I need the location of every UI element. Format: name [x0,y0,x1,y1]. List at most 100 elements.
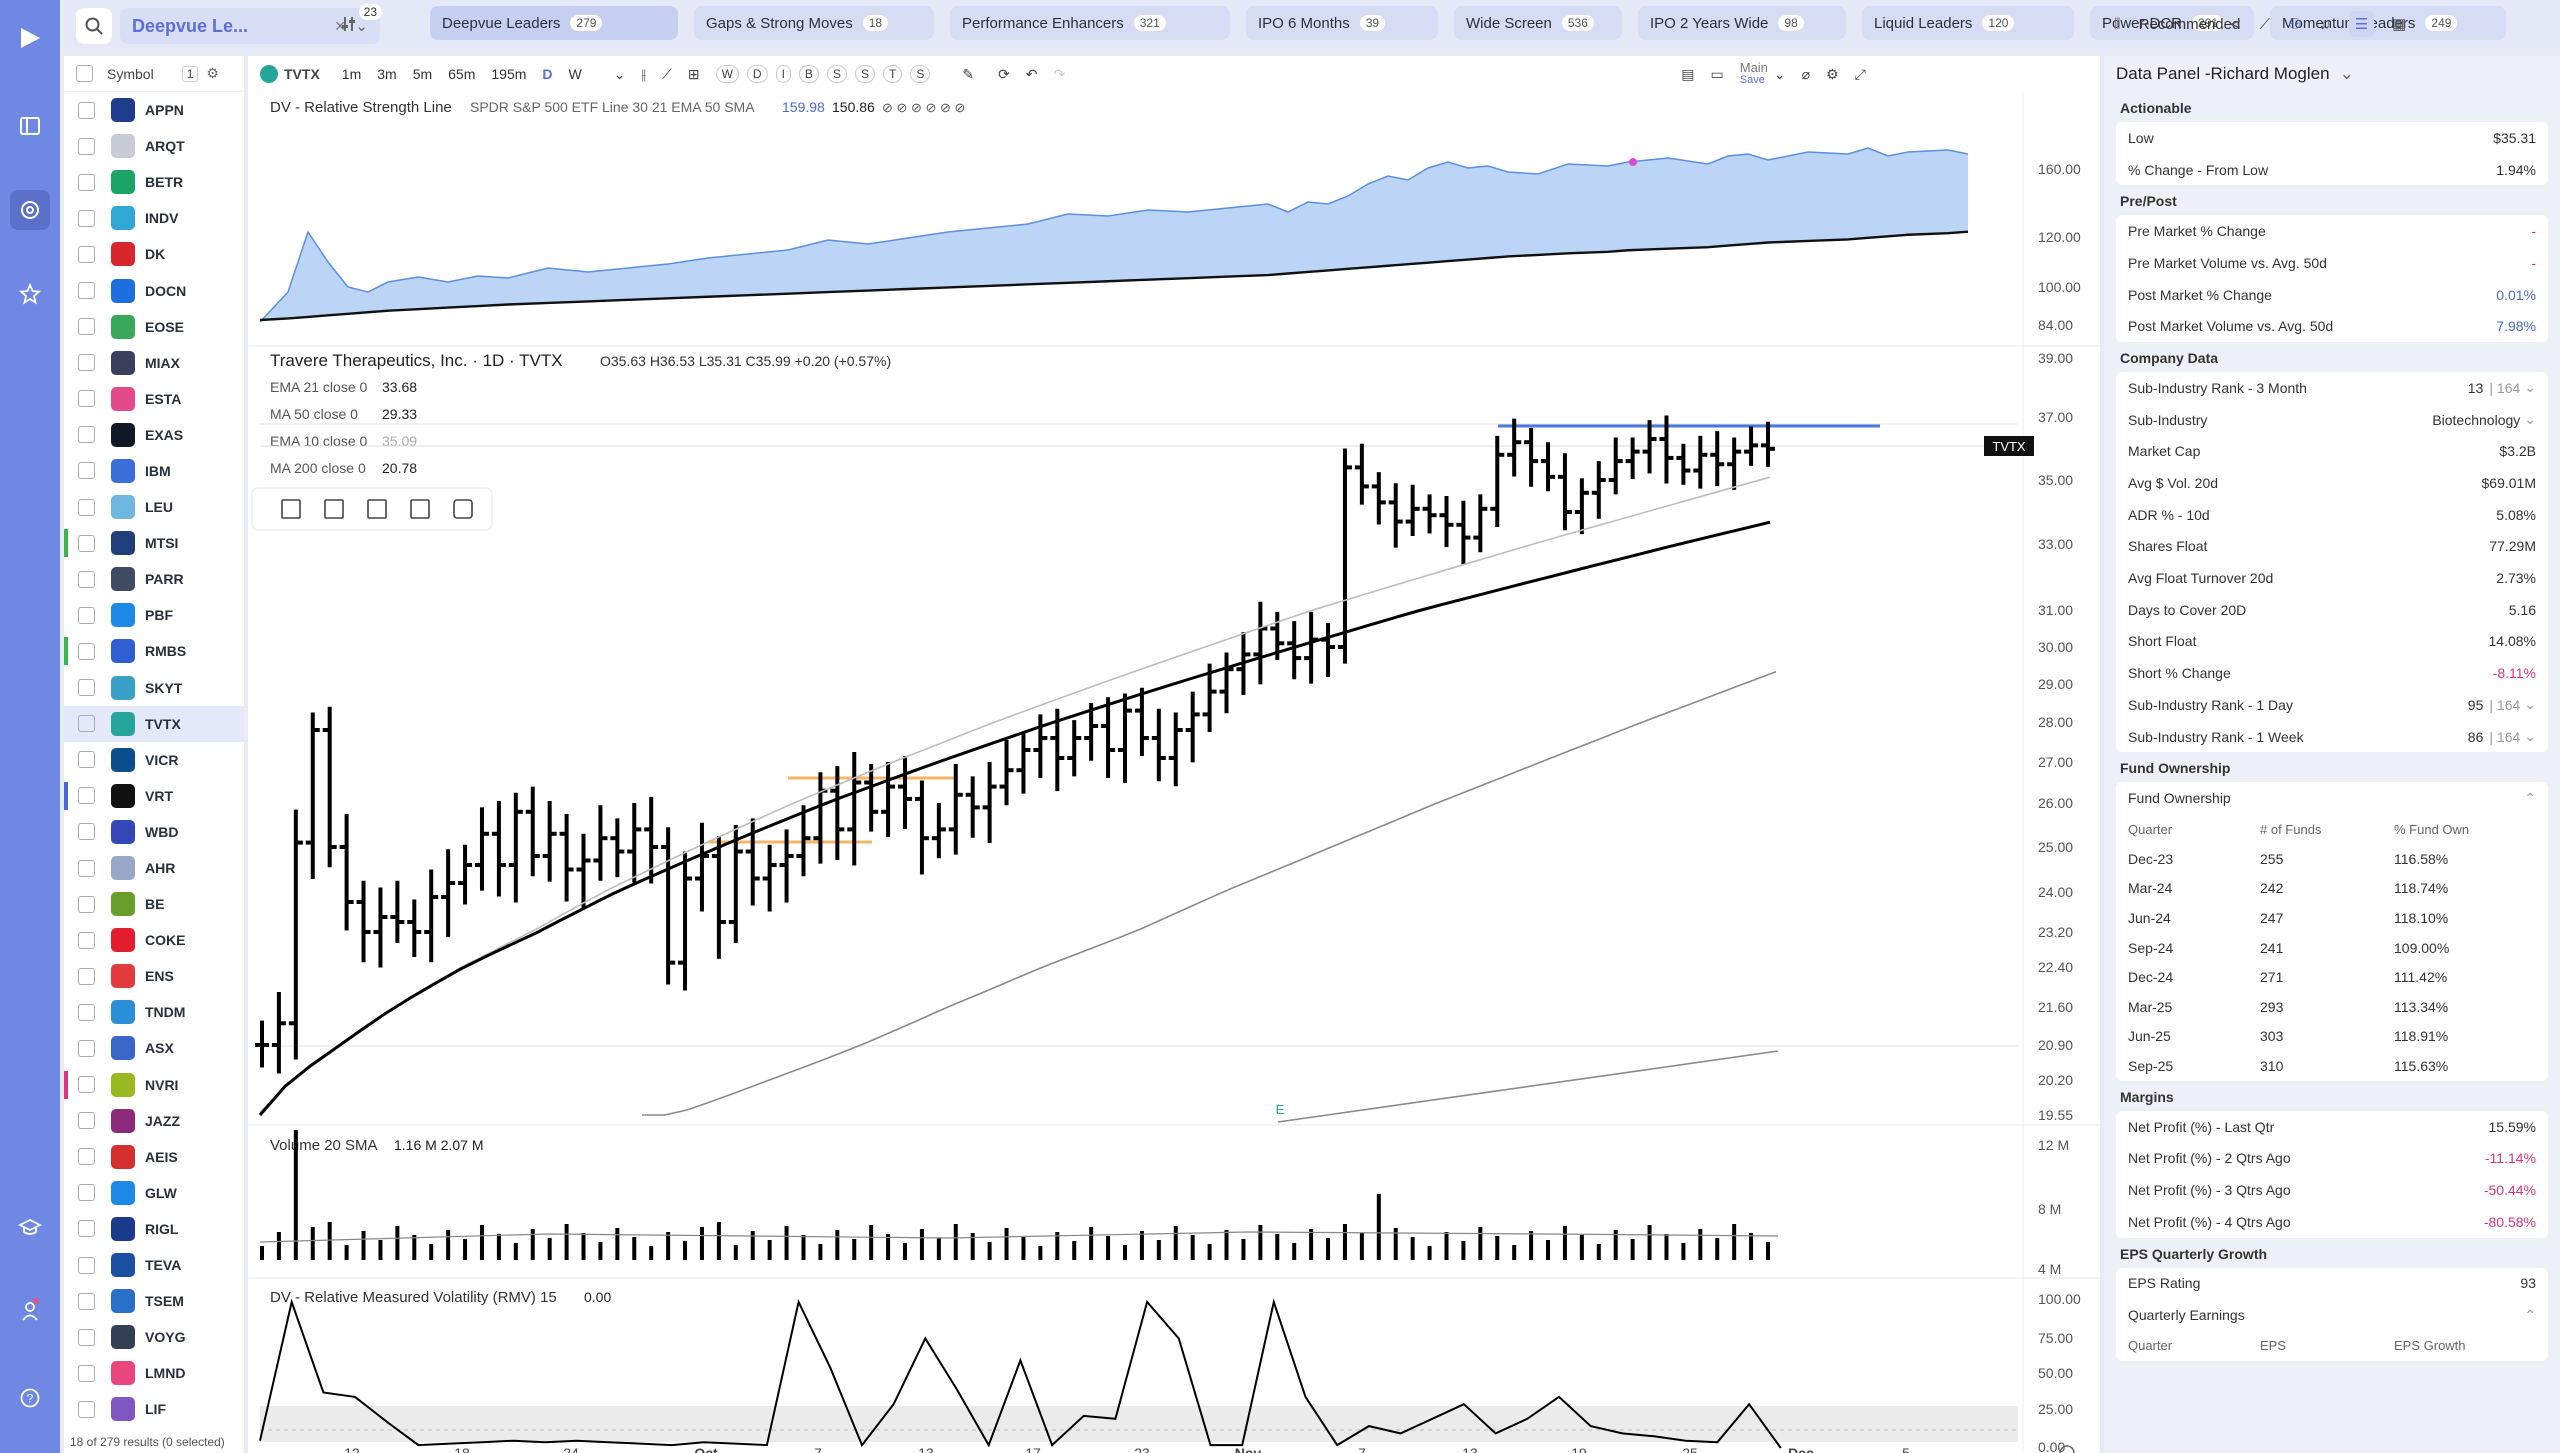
settings-icon[interactable]: ⚙ [1826,65,1839,82]
row-checkbox[interactable] [78,823,95,841]
annotation-toggle[interactable]: I [775,65,791,83]
row-checkbox[interactable] [78,498,95,516]
search-button[interactable] [76,8,112,44]
undo-icon[interactable]: ↶ [1025,65,1038,82]
row-checkbox[interactable] [78,967,95,985]
row-checkbox[interactable] [78,1220,95,1238]
chevron-down-icon[interactable]: ⌄ [2524,379,2536,396]
row-checkbox[interactable] [78,1328,95,1346]
bar-style-icon[interactable]: ⫲ [641,65,647,82]
watchlist-row[interactable]: EOSE [64,309,244,345]
note-tool-icon[interactable] [453,499,473,519]
chevron-down-icon[interactable]: ⌄ [1773,65,1786,82]
help-icon[interactable]: ? [10,1378,50,1418]
row-checkbox[interactable] [78,1292,95,1310]
row-checkbox[interactable] [78,715,95,733]
scan-tab[interactable]: IPO 6 Months 39 [1246,6,1438,40]
data-panel-header[interactable]: Data Panel -Richard Moglen ⌄ [2104,56,2560,92]
chevron-down-icon[interactable]: ⌄ [2524,728,2536,745]
row-checkbox[interactable] [78,606,95,624]
chevron-down-icon[interactable]: ⌄ [2524,696,2536,713]
row-checkbox[interactable] [78,1400,95,1418]
watchlist-row[interactable]: BETR [64,164,244,200]
grid-view-icon[interactable]: ▦ [2392,16,2407,33]
row-checkbox[interactable] [78,751,95,769]
timeframe-option[interactable]: 1m [341,66,362,82]
line-chart-icon[interactable]: ⟋ [2259,15,2270,33]
scan-tab[interactable]: Wide Screen 536 [1454,6,1622,40]
row-checkbox[interactable] [78,462,95,480]
clear-icon[interactable]: × [334,15,346,36]
fib-tool-icon[interactable] [324,499,344,519]
annotation-toggle[interactable]: D [746,65,768,83]
row-checkbox[interactable] [78,354,95,372]
row-checkbox[interactable] [78,1039,95,1057]
row-checkbox[interactable] [78,426,95,444]
annotation-toggle[interactable]: W [715,65,739,83]
layout-name[interactable]: Main Save [1740,61,1768,87]
charts-radar-icon[interactable] [10,190,50,230]
watchlist-row[interactable]: ESTA [64,381,244,417]
row-checkbox[interactable] [78,534,95,552]
brush-tool-icon[interactable] [367,499,387,519]
watchlist-row[interactable]: SKYT [64,670,244,706]
timeframe-option[interactable]: W [568,66,582,82]
alert-icon[interactable]: ⌀ [1801,65,1811,82]
folder-icon[interactable]: ▭ [1710,65,1724,82]
watchlist-row[interactable]: ENS [64,958,244,994]
share-icon[interactable]: ⋖ [2228,16,2242,33]
templates-icon[interactable]: ⊞ [687,65,700,82]
watchlist-row[interactable]: TVTX [64,705,244,742]
row-checkbox[interactable] [78,570,95,588]
row-checkbox[interactable] [78,787,95,805]
filter-button[interactable]: 23 [332,4,382,44]
scan-tab[interactable]: Deepvue Leaders 279 [430,6,678,40]
scan-tab[interactable]: Performance Enhancers 321 [950,6,1230,40]
row-checkbox[interactable] [78,1076,95,1094]
columns-icon[interactable]: ⦀ [2114,15,2121,33]
watchlist-row[interactable]: BE [64,886,244,922]
row-checkbox[interactable] [78,245,95,263]
scan-tab[interactable]: Gaps & Strong Moves 18 [694,6,934,40]
watchlist-row[interactable]: PARR [64,561,244,597]
rect-tool-icon[interactable] [281,499,301,519]
watchlist-selector[interactable]: Deepvue Le... × ⌄ [120,8,380,44]
row-checkbox[interactable] [78,642,95,660]
axis-settings-icon[interactable] [2059,1445,2075,1453]
watchlist-row[interactable]: GLW [64,1175,244,1211]
chevron-down-icon[interactable]: ⌄ [613,65,626,82]
watchlist-row[interactable]: JAZZ [64,1103,244,1139]
watchlist-row[interactable]: RMBS [64,633,244,669]
row-checkbox[interactable] [78,1184,95,1202]
logo-play-icon[interactable] [10,18,50,58]
annotation-toggle[interactable]: B [798,65,819,83]
row-checkbox[interactable] [78,931,95,949]
row-checkbox[interactable] [78,1112,95,1130]
annotation-toggle[interactable]: S [826,65,847,83]
select-all-checkbox[interactable] [76,65,93,82]
annotation-toggle[interactable]: T [882,65,903,83]
row-checkbox[interactable] [78,390,95,408]
timeframe-option[interactable]: 3m [377,66,397,82]
watchlist-row[interactable]: TSEM [64,1283,244,1319]
watchlist-row[interactable]: LIF [64,1391,244,1427]
person-icon[interactable]: ⚇ [2288,16,2302,33]
indicators-icon[interactable]: ⟋ [662,65,672,82]
redo-icon[interactable]: ↷ [1053,65,1066,82]
earnings-marker[interactable]: E [1276,1102,1285,1117]
watchlist-row[interactable]: LMND [64,1355,244,1391]
layout-icon[interactable]: ▤ [1681,65,1695,82]
watchlist-row[interactable]: NVRI [64,1067,244,1103]
row-checkbox[interactable] [78,1364,95,1382]
watchlist-row[interactable]: TNDM [64,994,244,1030]
row-checkbox[interactable] [78,1003,95,1021]
watchlist-row[interactable]: ARQT [64,128,244,164]
learn-cap-icon[interactable] [10,1208,50,1248]
watchlist-row[interactable]: MTSI [64,525,244,561]
watchlist-row[interactable]: IBM [64,453,244,489]
watchlist-row[interactable]: VRT [64,778,244,814]
watchlist-row[interactable]: COKE [64,922,244,958]
timeframe-option[interactable]: 65m [448,66,476,82]
row-checkbox[interactable] [78,209,95,227]
symbol-column-header[interactable]: Symbol [107,65,154,82]
